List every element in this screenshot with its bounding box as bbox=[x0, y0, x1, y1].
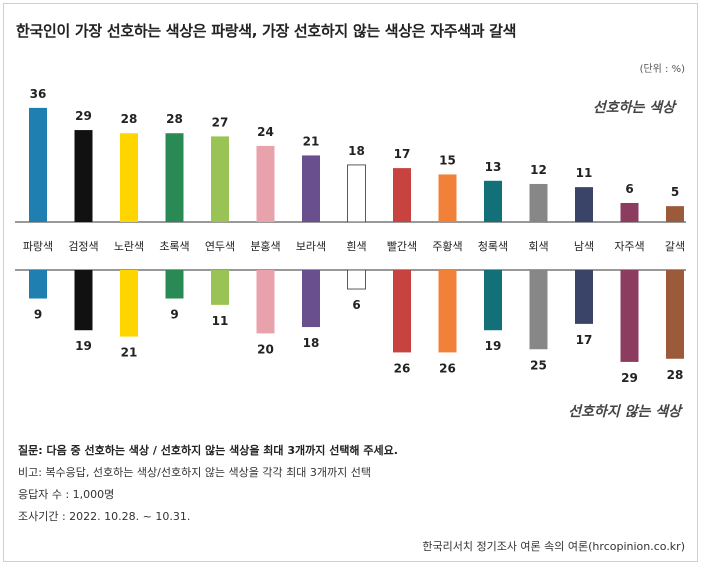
category-label: 흰색 bbox=[346, 240, 366, 253]
bar-disliked bbox=[529, 270, 548, 350]
category-label: 회색 bbox=[528, 240, 548, 253]
bar-preferred bbox=[438, 174, 457, 222]
category-label: 자주색 bbox=[614, 240, 644, 253]
survey-question: 질문: 다음 중 선호하는 색상 / 선호하지 않는 색상을 최대 3개까지 선… bbox=[18, 444, 398, 457]
bar-preferred bbox=[484, 180, 502, 222]
category-label: 노란색 bbox=[114, 240, 144, 253]
category-label: 빨간색 bbox=[387, 240, 417, 253]
data-label-preferred: 11 bbox=[576, 166, 593, 180]
category-label: 연두색 bbox=[205, 240, 235, 253]
bar-preferred bbox=[575, 187, 593, 222]
data-label-disliked: 29 bbox=[621, 371, 638, 385]
data-label-preferred: 29 bbox=[75, 109, 92, 123]
data-label-preferred: 18 bbox=[348, 144, 365, 158]
category-label: 검정색 bbox=[68, 240, 98, 253]
bar-preferred bbox=[74, 130, 93, 222]
data-label-preferred: 36 bbox=[30, 87, 47, 101]
bar-disliked bbox=[74, 270, 93, 331]
bar-preferred bbox=[347, 164, 366, 223]
data-label-disliked: 18 bbox=[303, 336, 320, 350]
category-label: 분홍색 bbox=[250, 239, 280, 253]
data-label-preferred: 5 bbox=[671, 185, 679, 199]
bar-disliked bbox=[393, 270, 411, 353]
bar-disliked bbox=[29, 270, 47, 299]
bar-disliked bbox=[438, 270, 457, 353]
bar-preferred bbox=[666, 206, 684, 222]
bar-disliked bbox=[484, 270, 502, 331]
data-label-preferred: 6 bbox=[625, 182, 633, 196]
category-label: 남색 bbox=[574, 240, 594, 253]
data-label-disliked: 21 bbox=[121, 346, 138, 360]
data-label-disliked: 19 bbox=[485, 339, 502, 353]
data-label-preferred: 27 bbox=[212, 115, 229, 129]
bar-disliked bbox=[120, 270, 138, 337]
bar-disliked bbox=[620, 270, 639, 362]
source-credit: 한국리서치 정기조사 여론 속의 여론(hrcopinion.co.kr) bbox=[422, 540, 685, 553]
bar-disliked bbox=[575, 270, 593, 324]
category-label: 초록색 bbox=[159, 240, 189, 253]
bar-preferred bbox=[256, 145, 275, 222]
survey-remark: 비고: 복수응답, 선호하는 색상/선호하지 않는 색상을 각각 최대 3개까지… bbox=[18, 466, 371, 479]
data-label-disliked: 17 bbox=[576, 333, 593, 347]
data-label-preferred: 13 bbox=[485, 160, 502, 174]
category-label: 주황색 bbox=[432, 240, 462, 253]
bar-preferred bbox=[165, 133, 184, 222]
data-label-preferred: 17 bbox=[394, 147, 411, 161]
data-label-disliked: 9 bbox=[170, 308, 178, 322]
data-label-disliked: 11 bbox=[212, 314, 229, 328]
survey-period: 조사기간 : 2022. 10.28. ~ 10.31. bbox=[18, 510, 191, 523]
bar-disliked bbox=[256, 270, 275, 334]
data-label-disliked: 28 bbox=[667, 368, 684, 382]
bar-disliked bbox=[347, 269, 366, 290]
bar-preferred bbox=[393, 168, 411, 222]
data-label-disliked: 9 bbox=[34, 308, 42, 322]
bar-preferred bbox=[29, 107, 47, 222]
category-label: 보라색 bbox=[296, 240, 326, 253]
bar-preferred bbox=[211, 136, 229, 222]
category-label: 청록색 bbox=[478, 240, 508, 253]
survey-respondents: 응답자 수 : 1,000명 bbox=[18, 488, 115, 501]
data-label-disliked: 6 bbox=[352, 298, 360, 312]
data-label-preferred: 12 bbox=[530, 163, 547, 177]
bar-disliked bbox=[165, 270, 184, 299]
bar-disliked bbox=[211, 270, 229, 305]
data-label-preferred: 28 bbox=[121, 112, 138, 126]
notes: 질문: 다음 중 선호하는 색상 / 선호하지 않는 색상을 최대 3개까지 선… bbox=[18, 440, 398, 528]
color-preference-chart: 36 파랑색 9 29 검정색 19 28 노란색 21 28 초록색 9 27 연두색 11 24 분홍색 20… bbox=[15, 87, 686, 385]
category-label: 파랑색 bbox=[23, 240, 53, 253]
data-label-disliked: 25 bbox=[530, 358, 547, 372]
bar-preferred bbox=[302, 155, 320, 222]
category-label: 갈색 bbox=[665, 239, 685, 253]
data-label-disliked: 26 bbox=[439, 361, 456, 375]
data-label-preferred: 15 bbox=[439, 153, 456, 167]
data-label-preferred: 21 bbox=[303, 134, 320, 148]
data-label-disliked: 19 bbox=[75, 339, 92, 353]
data-label-preferred: 24 bbox=[257, 125, 274, 139]
bar-preferred bbox=[529, 183, 548, 222]
data-label-disliked: 20 bbox=[257, 342, 274, 356]
data-label-disliked: 26 bbox=[394, 361, 411, 375]
data-label-preferred: 28 bbox=[166, 112, 183, 126]
bar-disliked bbox=[666, 270, 684, 359]
bar-preferred bbox=[120, 133, 138, 222]
bar-disliked bbox=[302, 270, 320, 328]
unit-label: (단위 : %) bbox=[639, 64, 685, 75]
legend-preferred: 선호하는 색상 bbox=[592, 100, 675, 116]
chart-title: 한국인이 가장 선호하는 색상은 파랑색, 가장 선호하지 않는 색상은 자주색… bbox=[16, 22, 517, 40]
legend-disliked: 선호하지 않는 색상 bbox=[568, 404, 681, 420]
bar-preferred bbox=[620, 202, 639, 222]
